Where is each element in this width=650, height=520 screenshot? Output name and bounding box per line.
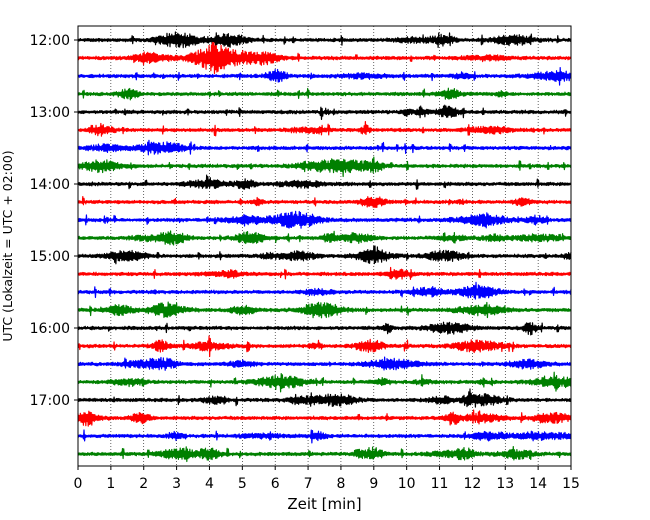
trace-line — [77, 371, 572, 393]
seismic-traces — [77, 31, 572, 463]
trace-line — [77, 230, 572, 246]
trace-line — [77, 409, 572, 427]
y-tick-label: 15:00 — [30, 249, 70, 265]
x-tick-label: 5 — [238, 476, 247, 492]
x-tick-label: 1 — [106, 476, 115, 492]
x-tick-label: 11 — [431, 476, 449, 492]
x-tick-label: 7 — [304, 476, 313, 492]
trace-line — [77, 321, 572, 336]
trace-line — [77, 139, 572, 156]
x-tick-label: 15 — [562, 476, 580, 492]
plot-frame — [77, 25, 572, 467]
x-tick-label: 8 — [336, 476, 345, 492]
trace-line — [77, 31, 572, 49]
y-tick-label: 12:00 — [30, 33, 70, 49]
trace-line — [77, 66, 572, 86]
trace-line — [77, 388, 572, 408]
x-tick-label: 13 — [496, 476, 514, 492]
trace-line — [77, 120, 572, 137]
trace-line — [77, 356, 572, 371]
y-tick-label: 17:00 — [30, 393, 70, 409]
trace-line — [77, 445, 572, 463]
x-tick-label: 9 — [369, 476, 378, 492]
trace-line — [77, 335, 572, 358]
trace-line — [77, 281, 572, 300]
trace-line — [77, 301, 572, 319]
plot-background — [78, 26, 571, 466]
y-axis-label: UTC (Lokalzeit = UTC + 02:00) — [0, 150, 15, 341]
x-tick-label: 2 — [139, 476, 148, 492]
vertical-gridlines — [110, 26, 539, 466]
y-axis-ticks: 12:00 13:00 14:00 15:00 16:00 17:00 — [30, 33, 78, 409]
x-tick-label: 12 — [463, 476, 481, 492]
x-axis-label: Zeit [min] — [287, 495, 361, 513]
x-tick-label: 0 — [74, 476, 83, 492]
trace-line — [77, 87, 572, 101]
trace-line — [77, 104, 572, 121]
trace-line — [77, 429, 572, 444]
y-tick-label: 13:00 — [30, 105, 70, 121]
trace-line — [77, 195, 572, 209]
trace-line — [77, 210, 572, 229]
trace-line — [77, 156, 572, 178]
y-tick-label: 14:00 — [30, 177, 70, 193]
x-tick-label: 10 — [398, 476, 416, 492]
y-tick-label: 16:00 — [30, 321, 70, 337]
x-axis-ticks: 0 1 2 3 4 5 6 7 8 9 10 11 12 13 14 15 — [74, 466, 580, 492]
x-tick-label: 3 — [172, 476, 181, 492]
x-tick-label: 6 — [271, 476, 280, 492]
trace-line — [77, 41, 572, 75]
trace-line — [77, 245, 572, 265]
trace-line — [77, 266, 572, 280]
x-tick-label: 14 — [529, 476, 547, 492]
trace-line — [77, 174, 572, 190]
x-tick-label: 4 — [205, 476, 214, 492]
